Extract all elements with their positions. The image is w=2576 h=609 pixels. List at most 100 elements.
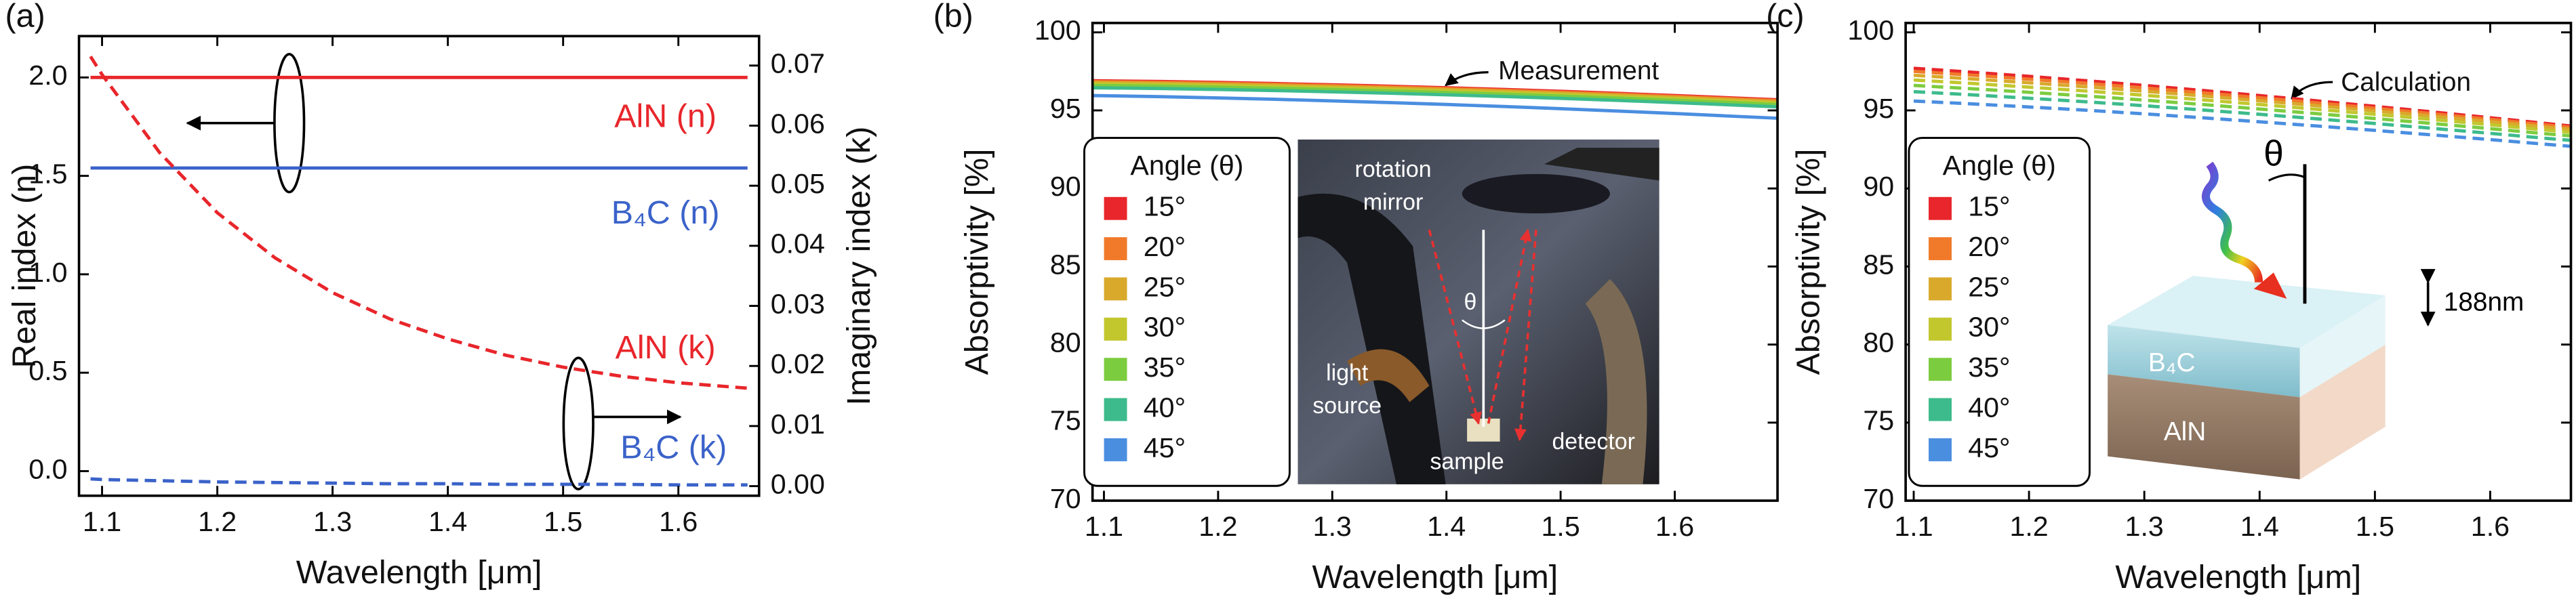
- y-tick-label: 75: [1863, 405, 1894, 436]
- inset-label: sample: [1430, 448, 1504, 474]
- x-axis-label: Wavelength [μm]: [2115, 559, 2361, 595]
- inset-label: source: [1312, 393, 1382, 419]
- x-tick-label: 1.3: [313, 506, 352, 537]
- legend-label: 35°: [1144, 352, 1186, 383]
- y2-tick-label: 0.04: [771, 228, 825, 259]
- x-axis-label: Wavelength [μm]: [296, 554, 542, 591]
- y2-tick-label: 0.03: [771, 288, 825, 319]
- legend-swatch: [1929, 358, 1952, 381]
- data-line: [1913, 78, 2571, 134]
- legend-title: Angle (θ): [1943, 150, 2056, 181]
- x-tick-label: 1.3: [2125, 511, 2164, 542]
- plot-frame: [77, 35, 761, 497]
- legend-swatch: [1929, 277, 1952, 301]
- legend-swatch: [1929, 196, 1952, 220]
- legend-swatch: [1929, 317, 1952, 341]
- legend-swatch: [1929, 237, 1952, 261]
- inset-label: AlN: [2164, 417, 2206, 446]
- data-line: [1913, 99, 2571, 148]
- legend-label: 30°: [1144, 312, 1186, 343]
- data-line: [1913, 89, 2571, 142]
- legend-label: 45°: [1144, 432, 1186, 463]
- y-axis-label: Absorptivity [%]: [959, 149, 995, 375]
- y-tick-label: 90: [1863, 171, 1894, 202]
- y2-tick-label: 0.05: [771, 168, 825, 199]
- series-label: AlN (k): [616, 329, 716, 366]
- x-tick-label: 1.1: [83, 506, 121, 537]
- legend-label: 20°: [1144, 231, 1186, 262]
- y-tick-label: 95: [1050, 93, 1081, 124]
- legend-label: 40°: [1968, 392, 2010, 423]
- legend-box: [1083, 137, 1291, 487]
- legend-swatch: [1104, 196, 1127, 220]
- layer-diagram: [2108, 161, 2436, 480]
- y-tick-label: 95: [1863, 93, 1894, 124]
- data-line: [90, 477, 748, 487]
- legend-label: 30°: [1968, 312, 2010, 343]
- x-axis-label: Wavelength [μm]: [1312, 559, 1558, 595]
- data-line: [89, 56, 748, 390]
- annotation-arrow: [1445, 71, 1489, 87]
- legend-swatch: [1104, 358, 1127, 381]
- legend-swatch: [1104, 317, 1127, 341]
- data-line: [1913, 73, 2571, 131]
- x-tick-label: 1.1: [1894, 511, 1933, 542]
- annotation-arrow: [2291, 81, 2333, 100]
- data-line: [1092, 86, 1778, 109]
- legend-label: 35°: [1968, 352, 2010, 383]
- y2-tick-label: 0.02: [771, 348, 825, 379]
- legend-swatch: [1104, 438, 1127, 461]
- legend-swatch: [1104, 237, 1127, 261]
- x-tick-label: 1.1: [1085, 511, 1123, 542]
- legend-label: 20°: [1968, 231, 2010, 262]
- y2-axis-label: Imaginary index (k): [841, 127, 877, 406]
- data-line: [1092, 93, 1778, 120]
- inset-label: rotation: [1355, 156, 1432, 182]
- legend-box: [1908, 137, 2091, 487]
- y-tick-label: 1.5: [28, 158, 67, 189]
- legend-label: 25°: [1968, 271, 2010, 302]
- inset-label: B₄C: [2148, 348, 2196, 377]
- annotation: Measurement: [1498, 56, 1659, 85]
- inset-label: 188nm: [2444, 288, 2524, 317]
- panel-label: (b): [933, 0, 973, 34]
- panel-label: (a): [5, 0, 45, 34]
- y2-tick-label: 0.06: [771, 108, 825, 139]
- x-tick-label: 1.5: [2356, 511, 2394, 542]
- x-tick-label: 1.2: [1199, 511, 1237, 542]
- legend-swatch: [1929, 398, 1952, 421]
- legend-swatch: [1104, 398, 1127, 421]
- y-tick-label: 70: [1050, 483, 1081, 514]
- y-axis-label: Real index (n): [6, 164, 43, 369]
- y2-tick-label: 0.07: [771, 48, 825, 79]
- series-label: B₄C (n): [611, 194, 720, 231]
- y-tick-label: 70: [1863, 483, 1894, 514]
- x-tick-label: 1.6: [1655, 511, 1694, 542]
- y-tick-label: 85: [1050, 249, 1081, 280]
- panel-label: (c): [1766, 0, 1805, 34]
- data-line: [1913, 69, 2571, 129]
- y2-tick-label: 0.00: [771, 468, 825, 499]
- annotation: Calculation: [2341, 68, 2471, 97]
- inset-label: θ: [2263, 133, 2284, 173]
- legend-title: Angle (θ): [1130, 150, 1243, 181]
- x-tick-label: 1.2: [2009, 511, 2048, 542]
- inset-label: mirror: [1363, 189, 1424, 215]
- y-tick-label: 75: [1050, 405, 1081, 436]
- x-tick-label: 1.4: [1427, 511, 1466, 542]
- series-label: B₄C (k): [620, 429, 727, 466]
- y-tick-label: 80: [1050, 327, 1081, 358]
- y-tick-label: 1.0: [28, 257, 67, 288]
- annotation-arrows-a: [186, 53, 682, 490]
- legend-label: 40°: [1144, 392, 1186, 423]
- y-tick-label: 2.0: [28, 60, 67, 91]
- y-tick-label: 0.5: [28, 355, 67, 386]
- y-tick-label: 85: [1863, 249, 1894, 280]
- legend-swatch: [1929, 438, 1952, 461]
- x-tick-label: 1.4: [428, 506, 467, 537]
- legend-label: 15°: [1968, 191, 2010, 222]
- y-axis-label: Absorptivity [%]: [1790, 149, 1826, 375]
- x-tick-label: 1.6: [659, 506, 698, 537]
